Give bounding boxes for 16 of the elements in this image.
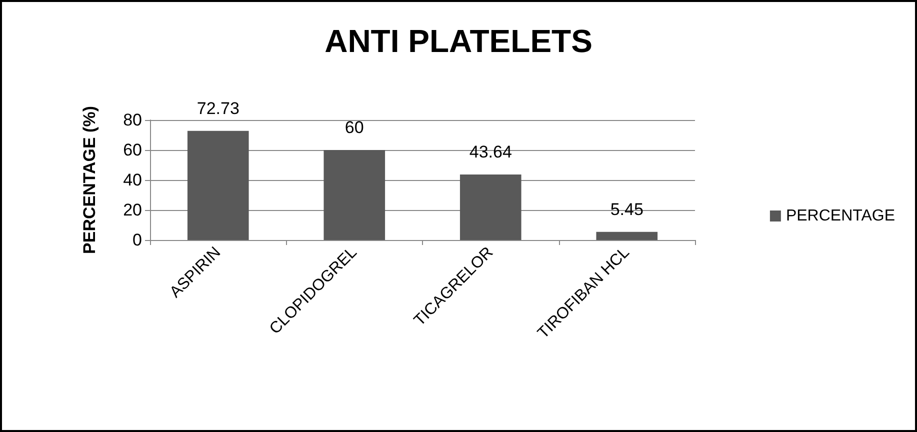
legend-label: PERCENTAGE [786,208,896,224]
data-label: 60 [344,118,364,137]
data-label: 5.45 [610,200,644,219]
y-tick-label: 80 [123,110,142,130]
data-label: 43.64 [469,142,512,162]
y-axis-title: PERCENTAGE (%) [80,106,99,254]
y-tick-label: 60 [123,140,142,160]
bar [324,150,386,240]
y-tick-label: 40 [123,170,142,190]
data-label: 72.73 [196,98,240,118]
bar [596,232,658,240]
y-tick-label: 0 [132,230,142,250]
bar [187,130,249,240]
chart-title: ANTI PLATELETS [324,23,592,59]
bar [460,174,522,240]
y-tick-label: 20 [123,200,142,220]
